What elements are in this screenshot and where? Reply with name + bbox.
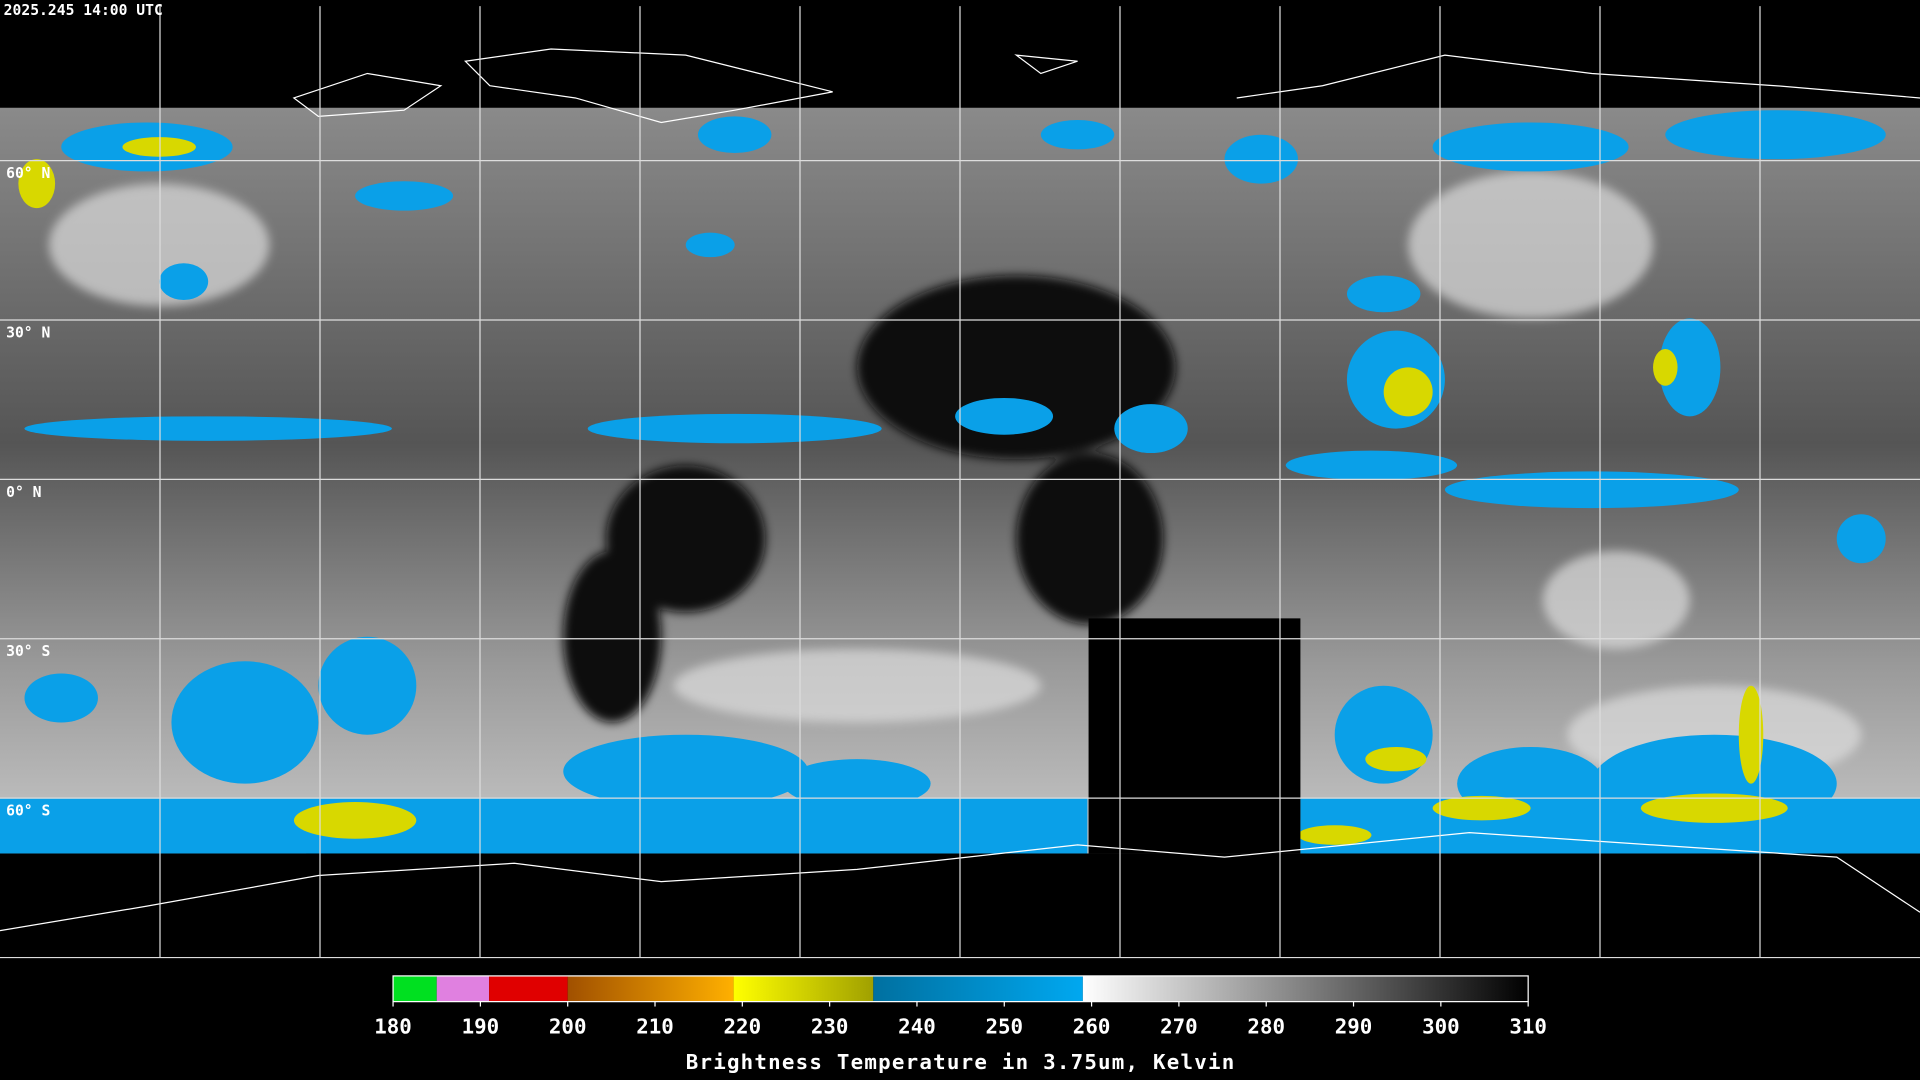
latitude-label: 60° N	[6, 165, 50, 182]
colorbar-tick-label: 280	[1247, 1014, 1285, 1038]
colorbar-tick-label: 200	[549, 1014, 587, 1038]
latitude-label: 30° N	[6, 324, 50, 341]
colorbar-tick-label: 260	[1073, 1014, 1111, 1038]
colorbar-tick-label: 180	[374, 1014, 412, 1038]
colorbar-tick-label: 300	[1422, 1014, 1460, 1038]
graticule: 60° N 30° N 0° N 30° S 60° S	[0, 6, 1920, 959]
colorbar-tick-label: 290	[1335, 1014, 1373, 1038]
colorbar-segment	[489, 975, 568, 1002]
colorbar-segment	[436, 975, 490, 1002]
colorbar-segment	[393, 975, 437, 1002]
colorbar-tick-label: 210	[636, 1014, 674, 1038]
colorbar-title: Brightness Temperature in 3.75um, Kelvin	[686, 1050, 1236, 1074]
colorbar-tick-label: 240	[898, 1014, 936, 1038]
colorbar-frame	[392, 975, 1529, 1003]
colorbar-segment	[1082, 975, 1529, 1002]
latitude-label: 60° S	[6, 803, 50, 820]
colorbar-tick-label: 310	[1509, 1014, 1547, 1038]
colorbar-tick-label: 250	[985, 1014, 1023, 1038]
latitude-label: 30° S	[6, 643, 50, 660]
colorbar-segment	[873, 975, 1083, 1002]
colorbar-tick-label: 270	[1160, 1014, 1198, 1038]
colorbar-segment	[567, 975, 734, 1002]
colorbar: 180 190 200 210 220 230 240 250 260 270 280 290 300 3…	[374, 975, 1547, 1074]
colorbar-tick-label: 220	[724, 1014, 762, 1038]
timestamp: 2025.245 14:00 UTC	[4, 2, 163, 19]
colorbar-tick-label: 230	[811, 1014, 849, 1038]
colorbar-tick-label: 190	[462, 1014, 500, 1038]
colorbar-segment	[733, 975, 874, 1002]
latitude-label: 0° N	[6, 484, 41, 501]
